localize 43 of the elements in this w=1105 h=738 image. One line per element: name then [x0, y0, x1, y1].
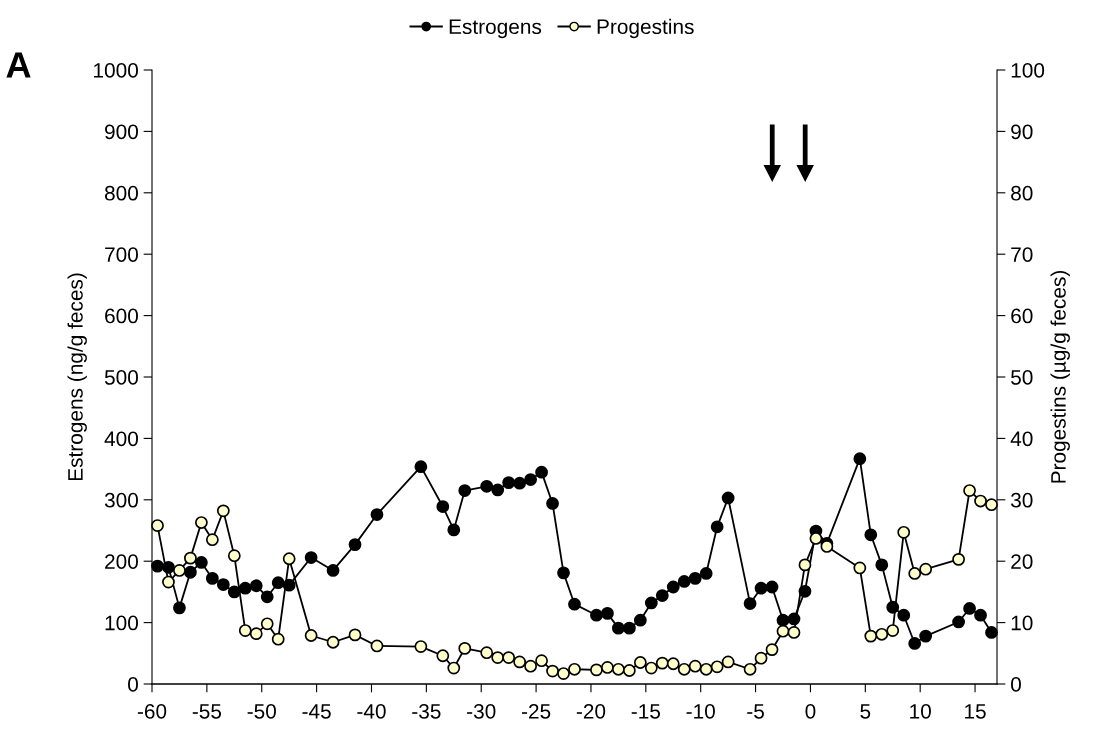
x-tick-label: -35: [412, 703, 441, 719]
x-tick-label: 15: [965, 704, 986, 719]
y2-tick-label: 10: [1011, 615, 1033, 631]
x-tick-label: -10: [686, 703, 715, 719]
y-tick-label: 400: [104, 431, 138, 447]
y-tick-label: 1000: [94, 63, 138, 78]
y2-tick-label: 80: [1011, 185, 1033, 201]
y-tick-label: 200: [105, 554, 138, 569]
y2-tick-label: 100: [1011, 63, 1045, 78]
y-tick-label: 500: [104, 370, 138, 385]
y2-tick-label: 30: [1010, 492, 1033, 508]
x-tick-label: -25: [521, 703, 551, 719]
y2-tick-label: 70: [1011, 247, 1033, 262]
x-tick-label: -30: [467, 703, 496, 719]
y2-tick-label: 0: [1011, 677, 1021, 692]
x-tick-label: -55: [192, 704, 222, 719]
y2-tick-label: 60: [1011, 308, 1033, 324]
y-tick-label: 100: [105, 615, 138, 631]
legend-label: Progestins: [597, 18, 694, 39]
y2-tick-label: 20: [1011, 554, 1033, 569]
text: A: [6, 52, 31, 78]
y-tick-label: 0: [128, 677, 138, 692]
x-tick-label: -50: [247, 703, 276, 719]
y-tick-label: 600: [105, 308, 138, 324]
y-tick-label: 800: [104, 185, 138, 201]
x-tick-label: -60: [137, 703, 167, 719]
y-tick-label: 700: [105, 247, 138, 262]
x-tick-label: 0: [805, 703, 816, 719]
y2-tick-label: 40: [1010, 431, 1033, 447]
y2-axis-title: Progestins (µg/g feces): [1050, 270, 1070, 483]
x-tick-label: -5: [747, 704, 764, 719]
y-tick-label: 900: [105, 124, 138, 140]
y-axis-title: Estrogens (ng/g feces): [67, 273, 87, 481]
legend-label: Estrogens: [449, 19, 542, 39]
x-tick-label: -15: [631, 704, 661, 719]
y-tick-label: 300: [104, 492, 138, 508]
x-tick-label: -45: [302, 704, 331, 719]
y2-tick-label: 90: [1011, 124, 1033, 140]
x-tick-label: 10: [910, 703, 931, 719]
x-tick-label: -40: [357, 703, 386, 719]
x-tick-label: -20: [576, 703, 606, 719]
y2-tick-label: 50: [1011, 370, 1033, 385]
x-tick-label: 5: [860, 704, 871, 719]
